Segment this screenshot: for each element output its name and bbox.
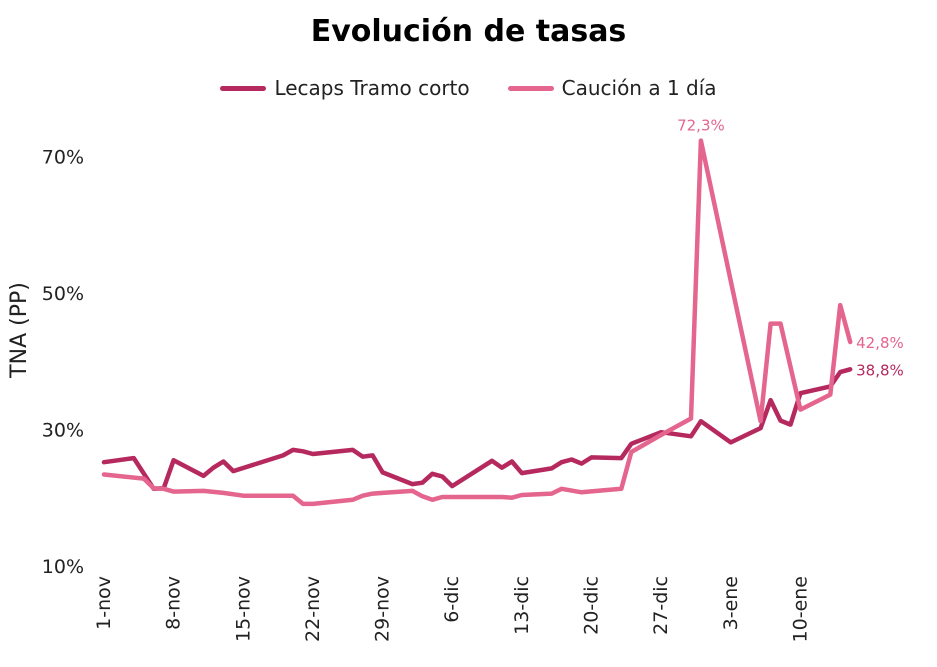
end-label-caucion: 42,8% <box>856 334 904 352</box>
legend-item-caucion: Caución a 1 día <box>507 76 717 100</box>
x-tick-label: 22-nov <box>302 576 324 642</box>
y-axis-label: TNA (PP) <box>7 282 32 379</box>
x-tick-label: 8-nov <box>163 576 185 630</box>
x-tick-label: 20-dic <box>580 576 602 635</box>
x-tick-label: 3-ene <box>720 576 742 630</box>
legend-label-lecaps: Lecaps Tramo corto <box>274 76 470 100</box>
end-label-lecaps: 38,8% <box>856 361 904 379</box>
x-tick-label: 15-nov <box>232 576 254 642</box>
y-tick-label: 10% <box>42 556 84 578</box>
x-tick-label: 10-ene <box>789 576 811 642</box>
y-tick-label: 50% <box>42 283 84 305</box>
legend-swatch-caucion <box>507 85 554 91</box>
legend-label-caucion: Caución a 1 día <box>561 76 717 100</box>
legend-item-lecaps: Lecaps Tramo corto <box>220 76 470 100</box>
legend: Lecaps Tramo corto Caución a 1 día <box>0 76 937 100</box>
y-tick-label: 70% <box>42 146 84 168</box>
chart-title: Evolución de tasas <box>310 14 627 49</box>
x-tick-label: 13-dic <box>511 576 533 635</box>
y-tick-label: 30% <box>42 419 84 441</box>
series-line-lecaps <box>101 367 853 492</box>
series-line-caucion <box>101 138 853 507</box>
x-tick-label: 1-nov <box>93 576 115 630</box>
legend-swatch-lecaps <box>220 85 267 91</box>
x-tick-label: 6-dic <box>441 576 463 623</box>
x-tick-label: 27-dic <box>650 576 672 635</box>
peak-label-caucion: 72,3% <box>677 117 725 135</box>
x-tick-label: 29-nov <box>372 576 394 642</box>
